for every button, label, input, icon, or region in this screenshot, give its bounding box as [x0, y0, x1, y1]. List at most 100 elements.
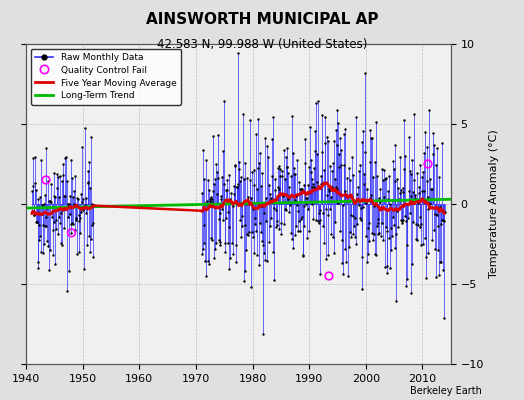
Point: [383, 262, 391, 269]
Point: [307, 169, 315, 175]
Point: [34, 259, 42, 266]
Point: [208, 196, 216, 203]
Text: AINSWORTH MUNICIPAL AP: AINSWORTH MUNICIPAL AP: [146, 12, 378, 27]
Point: [276, 173, 285, 180]
Point: [304, 228, 313, 234]
Point: [29, 155, 38, 162]
Point: [379, 193, 388, 200]
Point: [420, 188, 429, 194]
Point: [259, 242, 268, 248]
Point: [214, 216, 223, 223]
Point: [363, 259, 371, 265]
Point: [430, 142, 438, 148]
Point: [218, 206, 226, 212]
Point: [293, 157, 301, 163]
Point: [267, 195, 276, 201]
Point: [45, 267, 53, 273]
Point: [281, 206, 289, 212]
Point: [368, 134, 377, 141]
Point: [298, 253, 307, 260]
Point: [434, 246, 443, 253]
Point: [343, 175, 351, 182]
Point: [321, 140, 330, 146]
Point: [88, 222, 96, 228]
Point: [427, 186, 435, 192]
Point: [199, 147, 208, 153]
Point: [264, 200, 272, 206]
Point: [303, 206, 312, 212]
Point: [226, 255, 235, 261]
Point: [210, 181, 219, 187]
Point: [293, 202, 302, 208]
Point: [377, 206, 385, 212]
Point: [324, 252, 332, 258]
Point: [230, 190, 238, 197]
Point: [199, 246, 207, 252]
Point: [407, 171, 416, 178]
Point: [53, 171, 61, 178]
Point: [263, 258, 271, 264]
Point: [389, 158, 397, 164]
Point: [342, 259, 350, 265]
Point: [201, 258, 209, 264]
Y-axis label: Temperature Anomaly (°C): Temperature Anomaly (°C): [489, 130, 499, 278]
Point: [200, 222, 208, 228]
Point: [329, 234, 337, 240]
Point: [403, 215, 412, 222]
Point: [62, 288, 71, 294]
Point: [225, 171, 234, 178]
Point: [52, 226, 61, 232]
Point: [213, 169, 221, 175]
Point: [35, 236, 43, 243]
Point: [67, 230, 75, 236]
Point: [231, 163, 239, 169]
Point: [389, 221, 398, 228]
Point: [72, 251, 81, 257]
Point: [316, 217, 325, 224]
Point: [373, 173, 381, 179]
Point: [40, 192, 49, 198]
Point: [398, 184, 407, 191]
Point: [260, 250, 269, 256]
Point: [300, 203, 308, 209]
Point: [312, 100, 320, 106]
Point: [313, 178, 321, 185]
Point: [211, 176, 220, 182]
Point: [312, 216, 321, 223]
Point: [243, 175, 252, 182]
Point: [405, 134, 413, 140]
Point: [299, 223, 308, 230]
Point: [378, 219, 386, 226]
Point: [371, 158, 379, 165]
Point: [385, 173, 394, 179]
Point: [70, 188, 78, 194]
Point: [316, 207, 324, 213]
Point: [417, 221, 425, 227]
Point: [351, 234, 359, 240]
Point: [237, 213, 246, 219]
Point: [43, 178, 52, 184]
Point: [203, 198, 212, 204]
Point: [271, 223, 280, 230]
Point: [392, 176, 401, 182]
Point: [261, 218, 270, 224]
Point: [79, 196, 87, 202]
Point: [69, 194, 77, 200]
Point: [326, 163, 335, 169]
Point: [228, 199, 236, 205]
Point: [330, 138, 339, 144]
Point: [427, 196, 435, 202]
Point: [63, 178, 71, 184]
Point: [395, 206, 403, 212]
Point: [328, 184, 336, 190]
Point: [63, 201, 72, 208]
Point: [265, 239, 273, 246]
Point: [66, 192, 74, 199]
Point: [258, 238, 266, 244]
Point: [59, 206, 67, 213]
Point: [422, 275, 430, 282]
Point: [269, 249, 277, 255]
Point: [401, 213, 409, 220]
Point: [300, 182, 309, 188]
Point: [288, 236, 297, 243]
